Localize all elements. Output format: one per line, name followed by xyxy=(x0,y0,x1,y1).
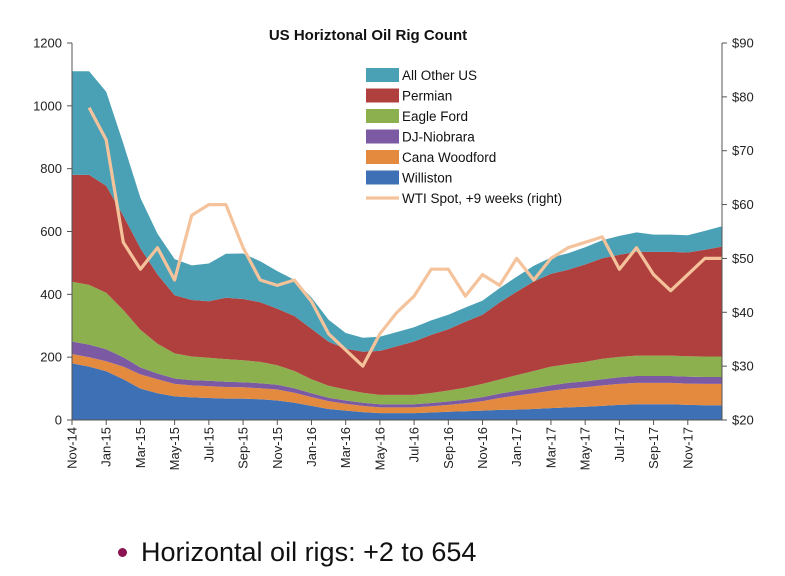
legend-label-all-other-us: All Other US xyxy=(402,68,477,83)
legend-label-williston: Williston xyxy=(402,171,452,186)
right-tick-label: $80 xyxy=(732,89,754,104)
x-tick-label: Jan-17 xyxy=(509,427,524,467)
area-cana-woodford xyxy=(72,354,722,414)
right-tick-label: $60 xyxy=(732,197,754,212)
x-tick-label: Mar-16 xyxy=(338,427,353,468)
x-tick-label: Jul-16 xyxy=(407,427,422,462)
legend-swatch-dj-niobrara xyxy=(366,129,399,144)
x-tick-label: May-15 xyxy=(167,427,182,470)
right-tick-label: $30 xyxy=(732,359,754,374)
right-tick-label: $40 xyxy=(732,305,754,320)
area-all-other-us xyxy=(72,71,722,352)
x-tick-label: Jan-15 xyxy=(99,427,114,467)
legend-label-eagle-ford: Eagle Ford xyxy=(402,109,468,124)
left-tick-label: 400 xyxy=(40,287,62,302)
legend-swatch-cana-woodford xyxy=(366,150,399,164)
x-tick-label: Mar-17 xyxy=(543,427,558,468)
axes: 0 200 400 600 800 1000 1200 $20 $30 $40 $50 $60 $70 $… xyxy=(33,36,754,471)
x-tick-label: May-16 xyxy=(372,427,387,470)
x-tick-label: Nov-15 xyxy=(270,427,285,469)
summary-text: Horizontal oil rigs: +2 to 654 xyxy=(141,536,477,567)
x-tick-label: Jul-17 xyxy=(612,427,627,462)
stacked-areas xyxy=(72,71,722,420)
legend-label-permian: Permian xyxy=(402,89,452,104)
wti-line-group xyxy=(87,106,722,368)
left-tick-label: 600 xyxy=(40,224,62,239)
legend-swatch-williston xyxy=(366,170,399,185)
summary-bullet: Horizontal oil rigs: +2 to 654 xyxy=(118,532,476,572)
x-tick-label: Sep-15 xyxy=(236,427,251,469)
left-tick-label: 1200 xyxy=(33,36,62,51)
chart-title: US Horiztonal Oil Rig Count xyxy=(269,27,467,44)
x-tick-label: Nov-17 xyxy=(680,427,695,469)
x-tick-label: Sep-16 xyxy=(441,427,456,469)
x-tick-label: Jul-15 xyxy=(201,427,216,462)
right-tick-label: $20 xyxy=(732,413,754,428)
area-permian xyxy=(72,174,722,395)
legend-label-dj-niobrara: DJ-Niobrara xyxy=(402,130,475,145)
rig-count-chart: US Horiztonal Oil Rig Count 0 200 400 600 80… xyxy=(33,27,754,471)
legend-swatch-eagle-ford xyxy=(366,109,399,123)
left-tick-label: 0 xyxy=(55,413,62,428)
legend-swatch-permian xyxy=(366,88,399,103)
bullet-dot-icon xyxy=(118,547,127,557)
area-eagle-ford xyxy=(72,281,722,405)
x-tick-label: Sep-17 xyxy=(646,427,661,469)
right-tick-label: $50 xyxy=(732,251,754,266)
x-tick-label: Mar-15 xyxy=(133,427,148,468)
right-tick-label: $70 xyxy=(732,143,754,158)
wti-line xyxy=(87,106,722,368)
left-tick-label: 200 xyxy=(40,350,62,365)
left-tick-label: 1000 xyxy=(33,98,62,113)
right-tick-label: $90 xyxy=(732,36,754,51)
legend-swatch-all-other-us xyxy=(366,68,399,82)
x-tick-label: Nov-16 xyxy=(475,427,490,469)
legend-label-cana-woodford: Cana Woodford xyxy=(402,150,496,165)
legend-label-wti-spot-9-weeks-right: WTI Spot, +9 weeks (right) xyxy=(402,191,562,206)
x-tick-label: Nov-14 xyxy=(65,427,80,469)
area-williston xyxy=(72,363,722,420)
x-tick-label: Jan-16 xyxy=(304,427,319,467)
left-tick-label: 800 xyxy=(40,161,62,176)
x-tick-label: May-17 xyxy=(578,427,593,470)
legend: All Other US Permian Eagle Ford DJ-Niobrara… xyxy=(366,68,562,206)
